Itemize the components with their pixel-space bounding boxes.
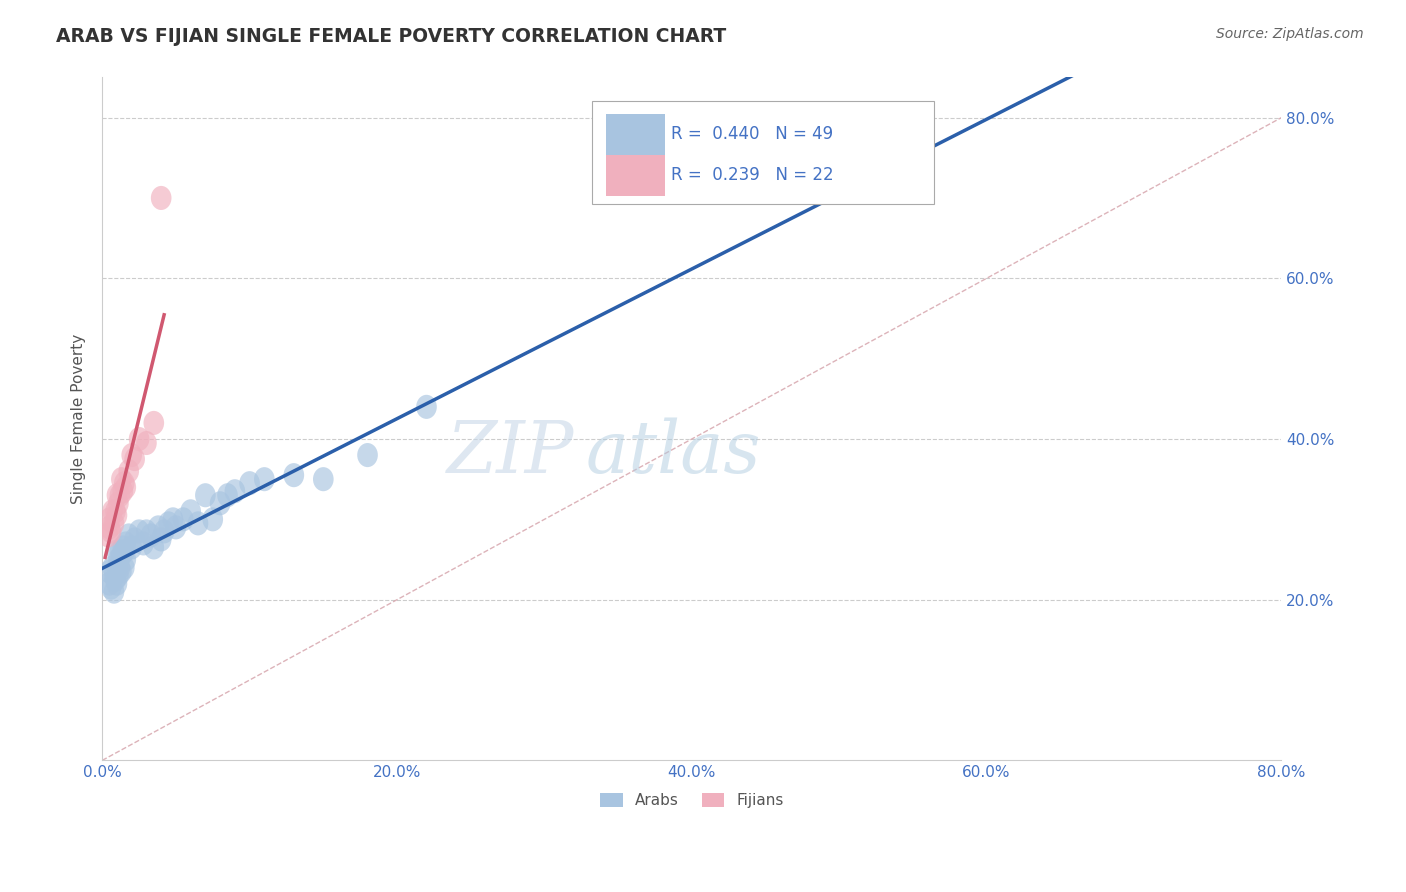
Ellipse shape bbox=[225, 479, 245, 503]
Ellipse shape bbox=[107, 483, 128, 508]
Ellipse shape bbox=[159, 511, 179, 535]
Ellipse shape bbox=[115, 475, 136, 500]
Text: ZIP: ZIP bbox=[447, 417, 574, 488]
Ellipse shape bbox=[98, 524, 118, 548]
Ellipse shape bbox=[104, 511, 124, 535]
FancyBboxPatch shape bbox=[606, 113, 665, 154]
Ellipse shape bbox=[173, 508, 194, 532]
Ellipse shape bbox=[188, 511, 208, 535]
Ellipse shape bbox=[111, 559, 132, 583]
Ellipse shape bbox=[148, 516, 169, 540]
Ellipse shape bbox=[104, 564, 124, 588]
Ellipse shape bbox=[112, 535, 134, 559]
Text: R =  0.239   N = 22: R = 0.239 N = 22 bbox=[671, 166, 834, 184]
Ellipse shape bbox=[129, 519, 149, 543]
Ellipse shape bbox=[101, 519, 121, 543]
Ellipse shape bbox=[118, 459, 139, 483]
Ellipse shape bbox=[124, 527, 145, 551]
Ellipse shape bbox=[121, 535, 142, 559]
Ellipse shape bbox=[209, 491, 231, 516]
Y-axis label: Single Female Poverty: Single Female Poverty bbox=[72, 334, 86, 504]
Ellipse shape bbox=[136, 519, 156, 543]
Ellipse shape bbox=[114, 540, 135, 564]
Ellipse shape bbox=[115, 532, 136, 556]
Ellipse shape bbox=[239, 471, 260, 495]
Ellipse shape bbox=[129, 427, 149, 451]
Ellipse shape bbox=[105, 567, 125, 591]
Ellipse shape bbox=[107, 540, 128, 564]
Ellipse shape bbox=[143, 535, 165, 559]
Text: R =  0.440   N = 49: R = 0.440 N = 49 bbox=[671, 125, 832, 143]
Ellipse shape bbox=[114, 471, 135, 495]
Ellipse shape bbox=[110, 556, 131, 580]
Ellipse shape bbox=[416, 395, 437, 419]
Ellipse shape bbox=[150, 186, 172, 210]
Ellipse shape bbox=[111, 467, 132, 491]
Ellipse shape bbox=[314, 467, 333, 491]
Ellipse shape bbox=[103, 500, 122, 524]
Ellipse shape bbox=[121, 443, 142, 467]
Ellipse shape bbox=[101, 575, 121, 599]
FancyBboxPatch shape bbox=[606, 154, 665, 195]
Text: Source: ZipAtlas.com: Source: ZipAtlas.com bbox=[1216, 27, 1364, 41]
Ellipse shape bbox=[217, 483, 238, 508]
Text: atlas: atlas bbox=[586, 417, 761, 488]
Ellipse shape bbox=[107, 503, 128, 527]
Ellipse shape bbox=[107, 556, 128, 580]
Ellipse shape bbox=[134, 532, 153, 556]
Ellipse shape bbox=[100, 516, 120, 540]
FancyBboxPatch shape bbox=[592, 102, 934, 203]
Ellipse shape bbox=[195, 483, 215, 508]
Ellipse shape bbox=[100, 572, 120, 596]
Ellipse shape bbox=[118, 524, 139, 548]
Ellipse shape bbox=[108, 548, 129, 572]
Ellipse shape bbox=[357, 443, 378, 467]
Text: ARAB VS FIJIAN SINGLE FEMALE POVERTY CORRELATION CHART: ARAB VS FIJIAN SINGLE FEMALE POVERTY COR… bbox=[56, 27, 727, 45]
Ellipse shape bbox=[108, 491, 129, 516]
Ellipse shape bbox=[202, 508, 224, 532]
Ellipse shape bbox=[104, 580, 124, 604]
Ellipse shape bbox=[254, 467, 274, 491]
Ellipse shape bbox=[136, 431, 156, 455]
Ellipse shape bbox=[143, 411, 165, 435]
Ellipse shape bbox=[114, 556, 135, 580]
Ellipse shape bbox=[112, 479, 134, 503]
Ellipse shape bbox=[108, 564, 129, 588]
Ellipse shape bbox=[180, 500, 201, 524]
Ellipse shape bbox=[153, 519, 174, 543]
Ellipse shape bbox=[110, 483, 131, 508]
Legend: Arabs, Fijians: Arabs, Fijians bbox=[593, 787, 790, 814]
Ellipse shape bbox=[141, 524, 162, 548]
Ellipse shape bbox=[115, 548, 136, 572]
Ellipse shape bbox=[124, 447, 145, 471]
Ellipse shape bbox=[284, 463, 304, 487]
Ellipse shape bbox=[150, 527, 172, 551]
Ellipse shape bbox=[107, 572, 128, 596]
Ellipse shape bbox=[163, 508, 183, 532]
Ellipse shape bbox=[103, 556, 122, 580]
Ellipse shape bbox=[105, 500, 125, 524]
Ellipse shape bbox=[110, 540, 131, 564]
Ellipse shape bbox=[100, 508, 120, 532]
Ellipse shape bbox=[111, 543, 132, 567]
Ellipse shape bbox=[100, 559, 120, 583]
Ellipse shape bbox=[166, 516, 186, 540]
